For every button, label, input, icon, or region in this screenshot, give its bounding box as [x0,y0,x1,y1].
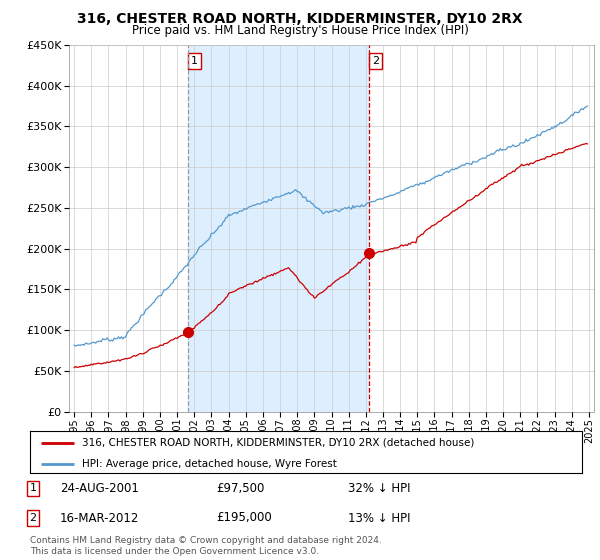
Text: Contains HM Land Registry data © Crown copyright and database right 2024.
This d: Contains HM Land Registry data © Crown c… [30,536,382,556]
Text: £195,000: £195,000 [216,511,272,525]
Text: 2: 2 [372,56,379,66]
Text: 16-MAR-2012: 16-MAR-2012 [60,511,139,525]
Text: Price paid vs. HM Land Registry's House Price Index (HPI): Price paid vs. HM Land Registry's House … [131,24,469,36]
Text: 1: 1 [29,483,37,493]
Text: 1: 1 [191,56,198,66]
Text: 2: 2 [29,513,37,523]
Text: 316, CHESTER ROAD NORTH, KIDDERMINSTER, DY10 2RX: 316, CHESTER ROAD NORTH, KIDDERMINSTER, … [77,12,523,26]
Text: 316, CHESTER ROAD NORTH, KIDDERMINSTER, DY10 2RX (detached house): 316, CHESTER ROAD NORTH, KIDDERMINSTER, … [82,438,475,448]
Text: HPI: Average price, detached house, Wyre Forest: HPI: Average price, detached house, Wyre… [82,459,337,469]
Text: £97,500: £97,500 [216,482,265,495]
Bar [188,45,368,412]
Text: 32% ↓ HPI: 32% ↓ HPI [348,482,410,495]
Text: 24-AUG-2001: 24-AUG-2001 [60,482,139,495]
Text: 13% ↓ HPI: 13% ↓ HPI [348,511,410,525]
